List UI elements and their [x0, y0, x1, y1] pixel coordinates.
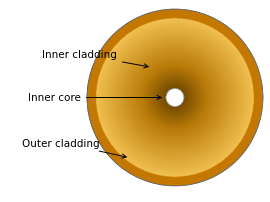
- Text: Inner cladding: Inner cladding: [42, 50, 148, 69]
- Text: Inner core: Inner core: [28, 93, 161, 103]
- Text: Outer cladding: Outer cladding: [22, 138, 126, 158]
